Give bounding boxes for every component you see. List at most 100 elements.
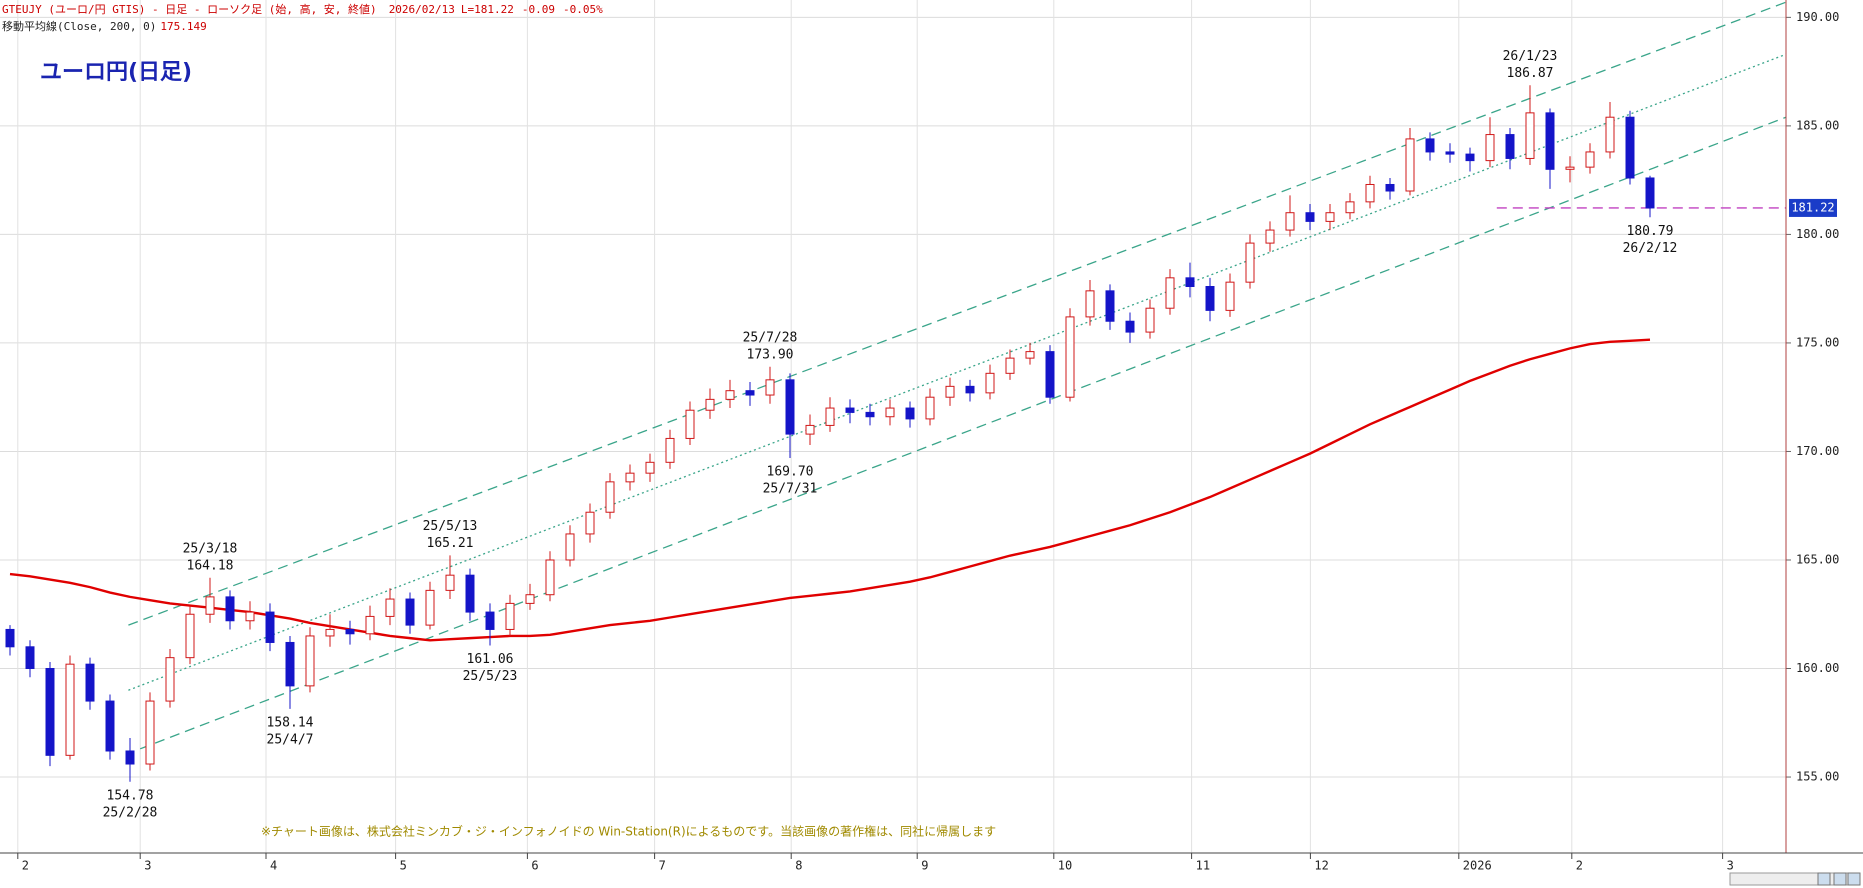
candle-body xyxy=(405,598,415,626)
grid xyxy=(0,0,1791,859)
annotation: 180.79 xyxy=(1627,224,1674,239)
candle-body xyxy=(1605,116,1615,153)
candle-body xyxy=(965,385,975,394)
scroll-button[interactable] xyxy=(1833,872,1847,886)
candle-body xyxy=(825,407,835,426)
candle-body xyxy=(1385,183,1395,192)
candle-body xyxy=(545,559,555,596)
price-tag xyxy=(1789,198,1837,217)
candle-body xyxy=(125,750,135,765)
candle-body xyxy=(1285,212,1295,231)
candles xyxy=(5,85,1655,782)
candle-body xyxy=(785,379,795,435)
candle-body xyxy=(725,390,735,400)
candle-body xyxy=(1325,212,1335,222)
x-tick-label: 8 xyxy=(795,859,802,873)
candle-body xyxy=(805,424,815,435)
change: -0.09 xyxy=(522,3,555,16)
candle-body xyxy=(1165,277,1175,309)
annotation: 161.06 xyxy=(467,652,514,667)
candle-body xyxy=(985,372,995,394)
candle-body xyxy=(845,407,855,413)
candle-body xyxy=(665,437,675,463)
candle-body xyxy=(1265,229,1275,244)
x-tick-label: 9 xyxy=(921,859,928,873)
annotation: 165.21 xyxy=(427,536,474,551)
annotation: 25/7/31 xyxy=(763,481,818,496)
trend-line xyxy=(128,53,1787,691)
ma-value: 175.149 xyxy=(160,20,206,33)
candle-body xyxy=(1065,316,1075,398)
annotation: 25/5/13 xyxy=(423,519,478,534)
scroll-button[interactable] xyxy=(1817,872,1831,886)
candle-body xyxy=(25,646,35,670)
candle-body xyxy=(185,613,195,659)
candle-body xyxy=(1465,153,1475,162)
x-tick-label: 3 xyxy=(1727,859,1734,873)
candle-body xyxy=(45,668,55,756)
candle-body xyxy=(345,628,355,635)
overlays xyxy=(9,1,1787,750)
candle-body xyxy=(365,615,375,635)
candle-body xyxy=(165,657,175,702)
date: 2026/02/13 xyxy=(389,3,455,16)
y-tick-label: 185.00 xyxy=(1796,118,1839,132)
candle-body xyxy=(565,533,575,561)
candle-body xyxy=(305,635,315,687)
annotation: 25/5/23 xyxy=(463,669,518,684)
x-tick-label: 5 xyxy=(400,859,407,873)
candle-body xyxy=(1205,286,1215,311)
ma-legend: 移動平均線(Close, 200, 0) 175.149 xyxy=(2,19,207,33)
candle-body xyxy=(525,594,535,604)
scroll-controls[interactable] xyxy=(1729,872,1861,886)
y-tick-label: 190.00 xyxy=(1796,10,1839,24)
x-tick-label: 2 xyxy=(1576,859,1583,873)
candle-body xyxy=(925,396,935,420)
x-tick-label: 6 xyxy=(531,859,538,873)
candle-body xyxy=(605,481,615,513)
x-tick-label: 4 xyxy=(270,859,277,873)
candle-body xyxy=(885,407,895,418)
annotation: 169.70 xyxy=(767,464,814,479)
candle-body xyxy=(1645,177,1655,209)
candle-body xyxy=(1365,183,1375,203)
candle-body xyxy=(585,511,595,535)
candle-body xyxy=(485,611,495,630)
candle-body xyxy=(645,461,655,474)
x-tick-label: 7 xyxy=(659,859,666,873)
candle-body xyxy=(465,574,475,613)
candle-body xyxy=(385,598,395,617)
candle-body xyxy=(1345,201,1355,214)
candle-body xyxy=(145,700,155,765)
ma-name: 移動平均線(Close, 200, 0) xyxy=(2,19,156,33)
annotation: 25/3/18 xyxy=(183,541,238,556)
candle-body xyxy=(1045,351,1055,398)
candle-body xyxy=(625,472,635,483)
y-tick-label: 175.00 xyxy=(1796,335,1839,349)
candle-body xyxy=(65,663,75,756)
trend-line xyxy=(128,1,1787,626)
candle-body xyxy=(1085,290,1095,318)
price-tag-label: 181.22 xyxy=(1791,200,1834,214)
candle-body xyxy=(205,596,215,615)
x-tick-label: 2 xyxy=(22,859,29,873)
labels: 155.00 160.00 165.00 170.00 175.00 180.00 185.… xyxy=(22,10,1840,873)
annotation: 158.14 xyxy=(267,715,314,730)
candle-body xyxy=(1245,242,1255,283)
candle-body xyxy=(105,700,115,752)
candle-body xyxy=(1305,212,1315,222)
candle-body xyxy=(85,663,95,702)
candle-body xyxy=(685,409,695,439)
candle-body xyxy=(865,411,875,418)
scroll-button[interactable] xyxy=(1847,872,1861,886)
candle-body xyxy=(1025,351,1035,359)
candle-body xyxy=(1185,277,1195,288)
x-tick-label: 3 xyxy=(144,859,151,873)
candle-body xyxy=(745,390,755,396)
annotation: 164.18 xyxy=(187,558,234,573)
candle-body xyxy=(325,628,335,637)
x-tick-label: 11 xyxy=(1196,859,1210,873)
x-tick-label: 2026 xyxy=(1463,859,1492,873)
candle-body xyxy=(1585,151,1595,168)
